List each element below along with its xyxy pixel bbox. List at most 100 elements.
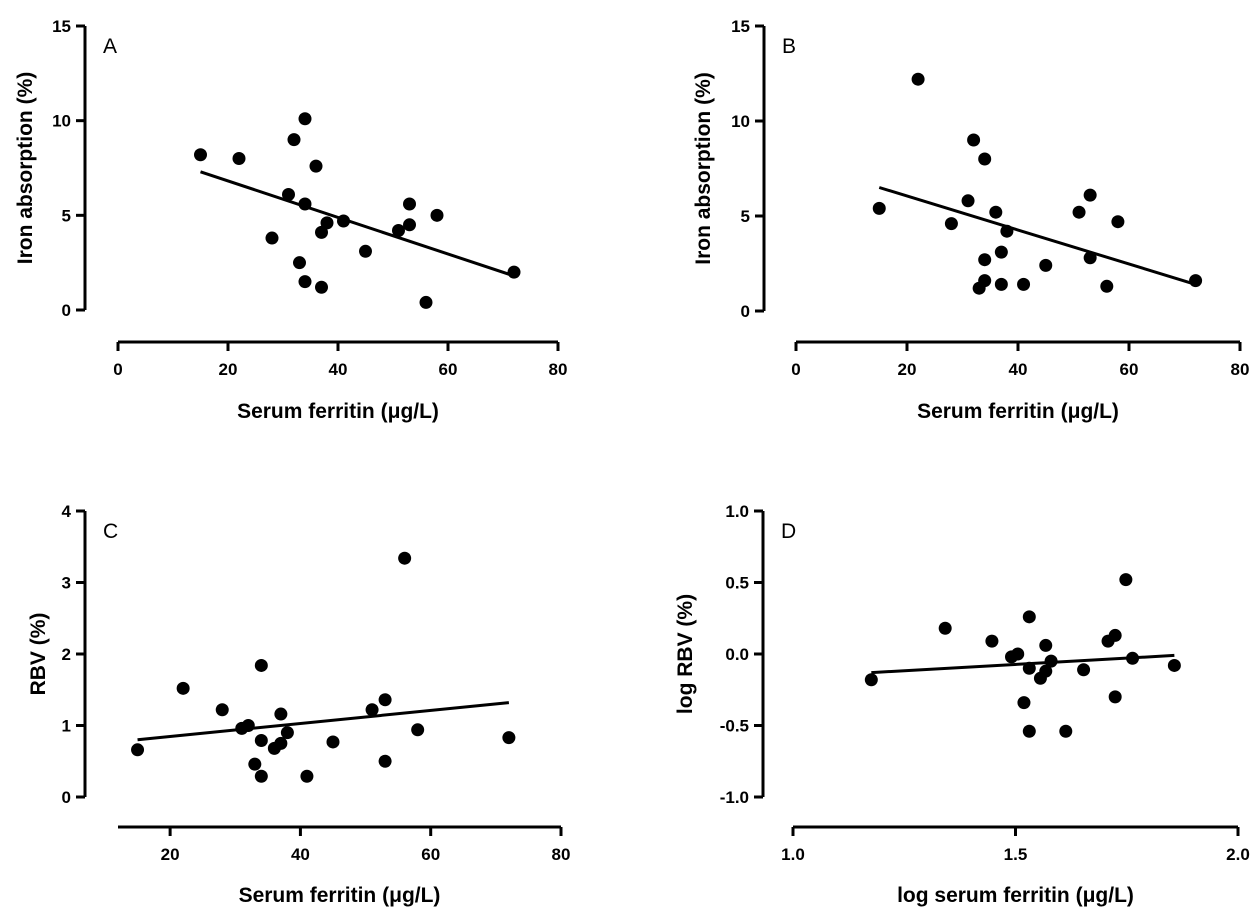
data-point xyxy=(1072,205,1086,219)
data-point xyxy=(274,736,288,750)
regression-line xyxy=(871,653,1175,675)
x-tick-label: 20 xyxy=(898,360,917,379)
data-point xyxy=(411,723,425,737)
data-point xyxy=(265,231,279,245)
data-point xyxy=(365,703,379,717)
data-point xyxy=(293,256,306,270)
data-point xyxy=(315,280,328,294)
x-axis-title: Serum ferritin (μg/L) xyxy=(917,400,1119,423)
data-point xyxy=(398,551,412,565)
data-point xyxy=(1022,610,1036,624)
data-point xyxy=(337,214,350,228)
regression-line xyxy=(200,170,515,278)
x-tick-label: 40 xyxy=(291,845,310,864)
y-tick-label: 15 xyxy=(731,17,750,36)
data-point xyxy=(298,197,312,211)
data-point xyxy=(326,735,340,749)
data-point xyxy=(961,194,975,208)
data-point xyxy=(1022,724,1036,738)
x-tick-label: 0 xyxy=(113,360,122,379)
data-point xyxy=(938,621,952,635)
y-tick-label: 10 xyxy=(52,112,71,131)
x-tick-label: 60 xyxy=(439,360,458,379)
y-tick-label: 0 xyxy=(62,788,71,807)
data-point xyxy=(282,188,295,202)
y-tick-label: -1.0 xyxy=(720,788,749,807)
data-point xyxy=(287,133,301,147)
data-point xyxy=(989,205,1003,219)
panel-d: -1.0 -0.5 0.0 0.5 1.0 1.0 1.5 2.0 log serum ferr… xyxy=(674,502,1250,907)
data-point xyxy=(298,275,312,289)
data-point xyxy=(274,707,288,721)
x-tick-label: 40 xyxy=(329,360,348,379)
data-point xyxy=(967,133,981,147)
data-point xyxy=(248,757,262,771)
data-point xyxy=(1108,628,1122,642)
data-point xyxy=(985,634,999,648)
y-tick-label: 3 xyxy=(62,574,71,593)
data-point xyxy=(194,148,207,162)
data-point xyxy=(1017,696,1031,710)
data-point xyxy=(378,754,392,768)
x-tick-label: 40 xyxy=(1009,360,1028,379)
x-axis-title: Serum ferritin (μg/L) xyxy=(237,400,439,423)
panel-a: 0 5 10 15 0 20 40 60 80 Serum ferritin (μg/L) Iron… xyxy=(14,17,567,423)
x-tick-label: 20 xyxy=(219,360,238,379)
data-point xyxy=(1039,664,1053,678)
y-tick-label: 15 xyxy=(52,17,71,36)
x-tick-label: 2.0 xyxy=(1226,845,1250,864)
data-point xyxy=(241,719,255,732)
data-point xyxy=(872,201,886,215)
data-point xyxy=(359,244,372,258)
panel-letter: D xyxy=(781,520,796,543)
data-point xyxy=(1100,279,1114,293)
data-point xyxy=(215,703,229,717)
y-tick-label: 0.0 xyxy=(725,645,749,664)
x-tick-label: 80 xyxy=(549,360,568,379)
data-point xyxy=(300,769,314,783)
data-point xyxy=(176,681,190,695)
y-tick-label: 0.5 xyxy=(725,574,749,593)
data-point xyxy=(254,734,268,748)
x-tick-label: 1.5 xyxy=(1004,845,1028,864)
data-point xyxy=(403,218,416,232)
data-point xyxy=(254,769,268,783)
panel-b: 0 5 10 15 0 20 40 60 80 Serum ferritin (μg/L) Iron… xyxy=(692,17,1249,423)
y-tick-label: 4 xyxy=(62,502,72,521)
y-axis-title: log RBV (%) xyxy=(674,594,697,714)
regression-line xyxy=(137,701,510,742)
data-point xyxy=(978,152,992,166)
data-point xyxy=(392,223,405,237)
data-point xyxy=(1022,661,1036,675)
data-point xyxy=(911,72,925,86)
regression-line xyxy=(878,186,1197,286)
data-point xyxy=(994,245,1008,259)
y-tick-label: 1 xyxy=(62,717,71,736)
y-tick-label: 0 xyxy=(62,301,71,320)
data-point xyxy=(419,295,433,309)
data-point xyxy=(280,726,294,740)
data-point xyxy=(1044,654,1058,668)
y-tick-label: 5 xyxy=(741,207,750,226)
y-tick-label: 2 xyxy=(62,645,71,664)
data-point xyxy=(1059,724,1073,738)
data-point xyxy=(1039,638,1053,652)
y-axis-title: Iron absorption (%) xyxy=(14,72,37,265)
data-point xyxy=(298,112,312,126)
x-tick-label: 60 xyxy=(1120,360,1139,379)
x-axis-title: log serum ferritin (μg/L) xyxy=(897,884,1134,907)
data-point xyxy=(864,673,878,687)
data-point xyxy=(1011,647,1025,661)
data-point xyxy=(1017,277,1031,291)
data-point xyxy=(1083,188,1097,202)
panel-letter: B xyxy=(782,35,796,58)
panel-c: 0 1 2 3 4 20 40 60 80 Serum ferritin (μg/L) RBV (%… xyxy=(27,502,570,907)
x-tick-label: 1.0 xyxy=(781,845,805,864)
data-point xyxy=(378,693,392,707)
y-axis-title: RBV (%) xyxy=(27,613,50,696)
data-point xyxy=(1111,215,1125,229)
x-tick-label: 60 xyxy=(421,845,440,864)
data-point xyxy=(1119,573,1133,587)
data-point xyxy=(320,216,334,230)
